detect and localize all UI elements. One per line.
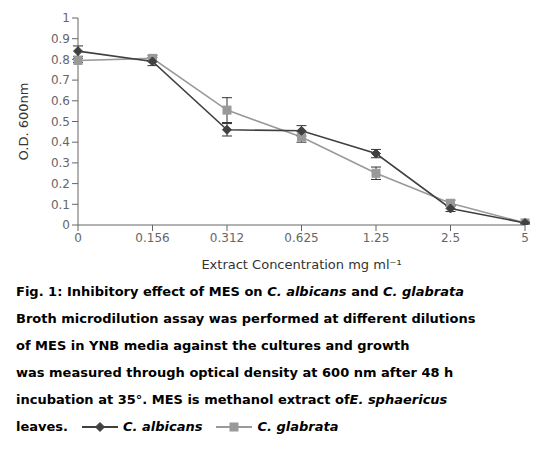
html-text:C. glabrata: C. glabrata — [257, 419, 339, 434]
html-text:leaves.: leaves. — [16, 419, 68, 434]
svg-text:5: 5 — [521, 231, 529, 245]
svg-text:2.5: 2.5 — [441, 231, 460, 245]
svg-text:0: 0 — [74, 231, 82, 245]
svg-text:0.6: 0.6 — [51, 94, 70, 108]
svg-text:0.1: 0.1 — [51, 198, 70, 212]
svg-text:0.3: 0.3 — [51, 156, 70, 170]
svg-text:0.8: 0.8 — [51, 53, 70, 67]
svg-text:1: 1 — [62, 11, 70, 25]
svg-text:0.4: 0.4 — [51, 135, 70, 149]
html-text:C. albicans: C. albicans — [123, 419, 203, 434]
svg-text:Extract Concentration mg ml⁻¹: Extract Concentration mg ml⁻¹ — [201, 257, 401, 272]
html-text:Broth microdilution assay was: Broth microdilution assay was performed … — [16, 311, 476, 326]
svg-text:1.25: 1.25 — [363, 231, 390, 245]
svg-text:0.156: 0.156 — [135, 231, 169, 245]
svg-text:0.312: 0.312 — [210, 231, 244, 245]
svg-text:0.7: 0.7 — [51, 73, 70, 87]
svg-text:0.9: 0.9 — [51, 32, 70, 46]
svg-text:O.D. 600nm: O.D. 600nm — [16, 83, 31, 161]
html-text:was measured through optical d: was measured through optical density at … — [16, 365, 454, 380]
svg-text:0.625: 0.625 — [284, 231, 318, 245]
svg-text:0.2: 0.2 — [51, 177, 70, 191]
html-text:of MES in YNB media against th: of MES in YNB media against the cultures… — [16, 338, 410, 353]
svg-text:0.5: 0.5 — [51, 115, 70, 129]
html-text:incubation at 35°. MES is meth: incubation at 35°. MES is methanol extra… — [16, 392, 448, 407]
svg-text:0: 0 — [62, 218, 70, 232]
html-text:Fig. 1: Inhibitory effect of M: Fig. 1: Inhibitory effect of MES on C. a… — [16, 284, 464, 299]
